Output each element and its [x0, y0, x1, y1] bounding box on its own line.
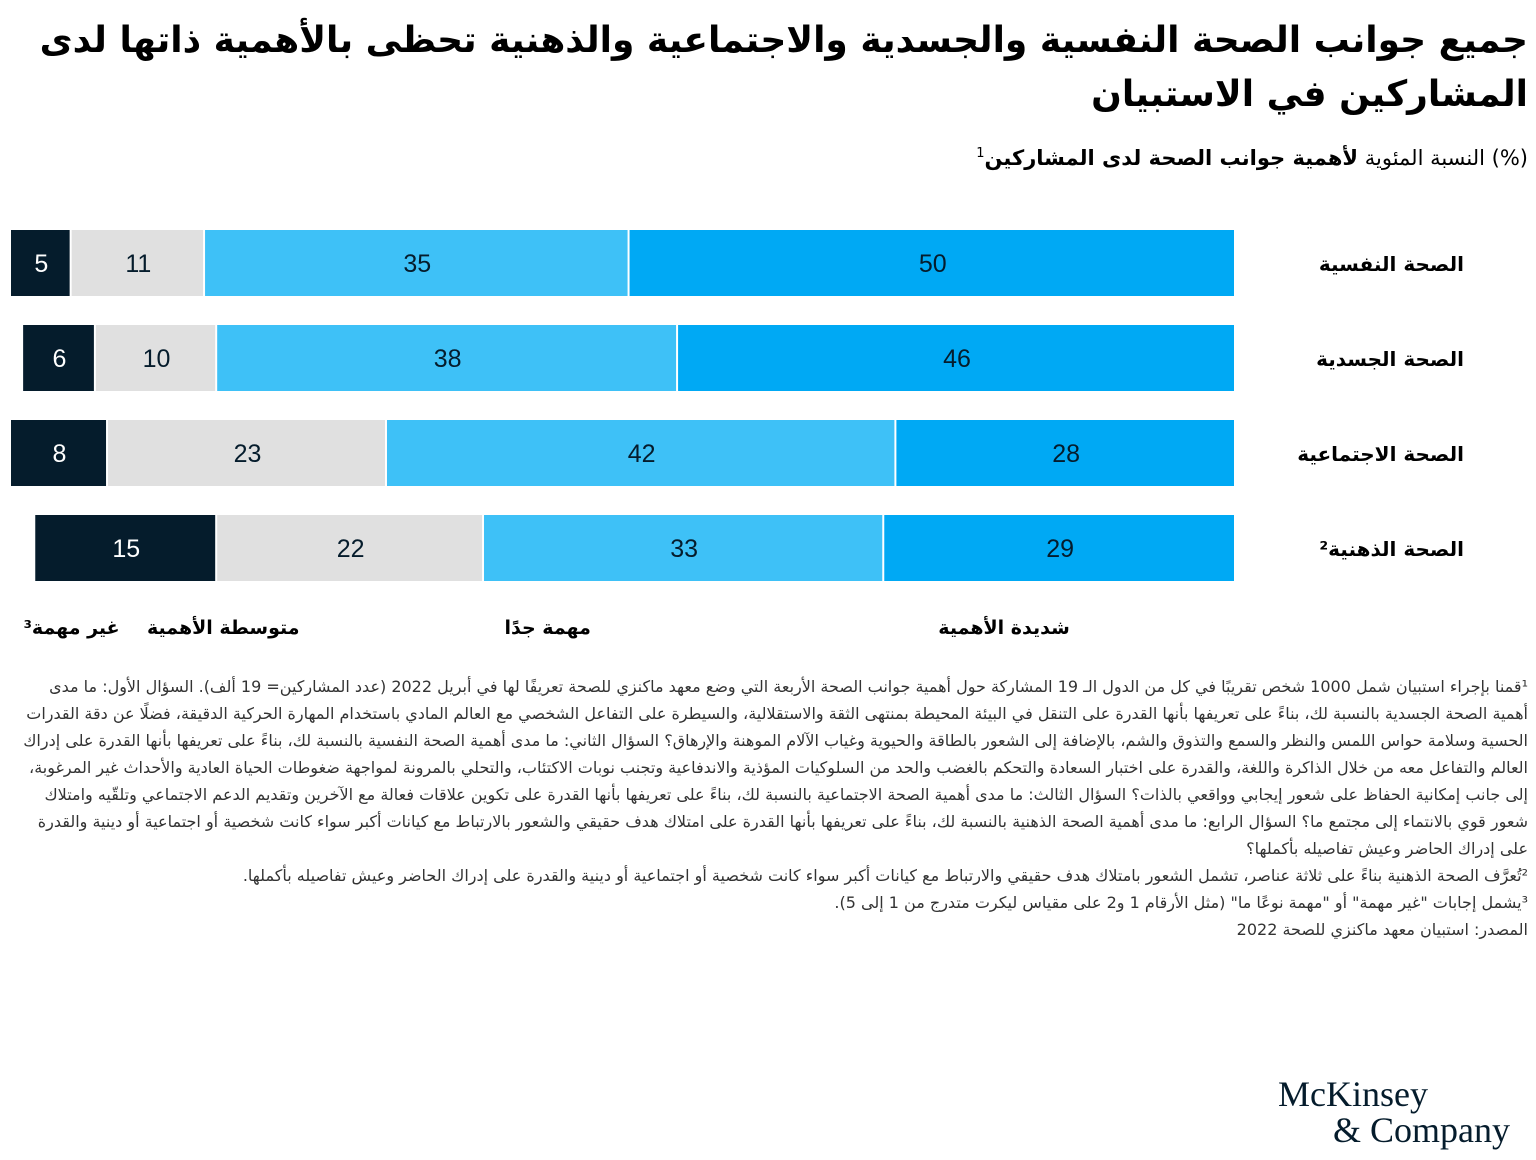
bar-segment	[71, 230, 204, 296]
data-label: 15	[112, 535, 140, 563]
bar-segment	[11, 230, 70, 296]
data-label: 8	[53, 440, 67, 468]
data-label: 28	[1052, 440, 1080, 468]
bar-segment	[95, 325, 216, 391]
bar-segment	[386, 420, 895, 486]
bar-segment	[884, 515, 1234, 581]
footnotes: ¹قمنا بإجراء استبيان شمل 1000 شخص تقريبً…	[13, 673, 1528, 943]
data-label: 29	[1046, 535, 1074, 563]
bar-segment	[108, 420, 385, 486]
bar-segment	[484, 515, 883, 581]
logo-line-1: McKinsey	[1278, 1074, 1428, 1114]
data-label: 46	[943, 345, 971, 373]
mckinsey-logo: McKinsey & Company	[1278, 1076, 1528, 1148]
bar-segment	[11, 420, 107, 486]
bar-segment	[217, 515, 483, 581]
logo-line-2: & Company	[1333, 1110, 1510, 1150]
source-note: المصدر: استبيان معهد ماكنزي للصحة 2022	[1236, 920, 1528, 939]
data-label: 42	[628, 440, 656, 468]
data-label: 50	[919, 250, 947, 278]
legend-label: شديدة الأهمية	[938, 616, 1069, 639]
stacked-bar-chart: 50 35 11 5 الصحة النفسية 46 38 10 6 الصحة الجسدية…	[11, 230, 1464, 639]
bar-segment	[205, 230, 628, 296]
data-label: 23	[234, 440, 262, 468]
subtitle-footnote-mark: 1	[976, 146, 985, 161]
category-label: الصحة النفسية	[1319, 252, 1464, 276]
data-label: 35	[403, 250, 431, 278]
data-label: 11	[125, 250, 151, 278]
bar-segment	[896, 420, 1234, 486]
data-label: 6	[53, 345, 67, 373]
bar-segment	[629, 230, 1234, 296]
data-label: 5	[34, 250, 48, 278]
bar-segment	[35, 515, 216, 581]
chart-subtitle: (%) النسبة المئوية لأهمية جوانب الصحة لد…	[976, 146, 1528, 170]
data-label: 22	[337, 535, 365, 563]
legend-label: متوسطة الأهمية	[147, 616, 300, 639]
data-label: 33	[670, 535, 698, 563]
footnote-1: ¹قمنا بإجراء استبيان شمل 1000 شخص تقريبً…	[23, 677, 1528, 858]
data-label: 38	[434, 345, 462, 373]
legend-label: غير مهمة³	[24, 617, 120, 639]
category-label: الصحة الذهنية²	[1319, 537, 1464, 561]
page-title: جميع جوانب الصحة النفسية والجسدية والاجت…	[39, 20, 1528, 115]
category-label: الصحة الجسدية	[1316, 347, 1464, 371]
bar-segment	[23, 325, 94, 391]
legend-label: مهمة جدًا	[505, 617, 591, 639]
subtitle-prefix: (%) النسبة المئوية	[1358, 146, 1528, 170]
bar-segment	[217, 325, 677, 391]
footnote-3: ³يشمل إجابات "غير مهمة" أو "مهمة نوعًا م…	[834, 893, 1528, 912]
subtitle-bold: لأهمية جوانب الصحة لدى المشاركين	[984, 146, 1359, 170]
category-label: الصحة الاجتماعية	[1297, 442, 1464, 466]
bar-segment	[678, 325, 1234, 391]
footnote-2: ²تُعرَّف الصحة الذهنية بناءً على ثلاثة ع…	[242, 866, 1528, 885]
data-label: 10	[143, 345, 171, 373]
